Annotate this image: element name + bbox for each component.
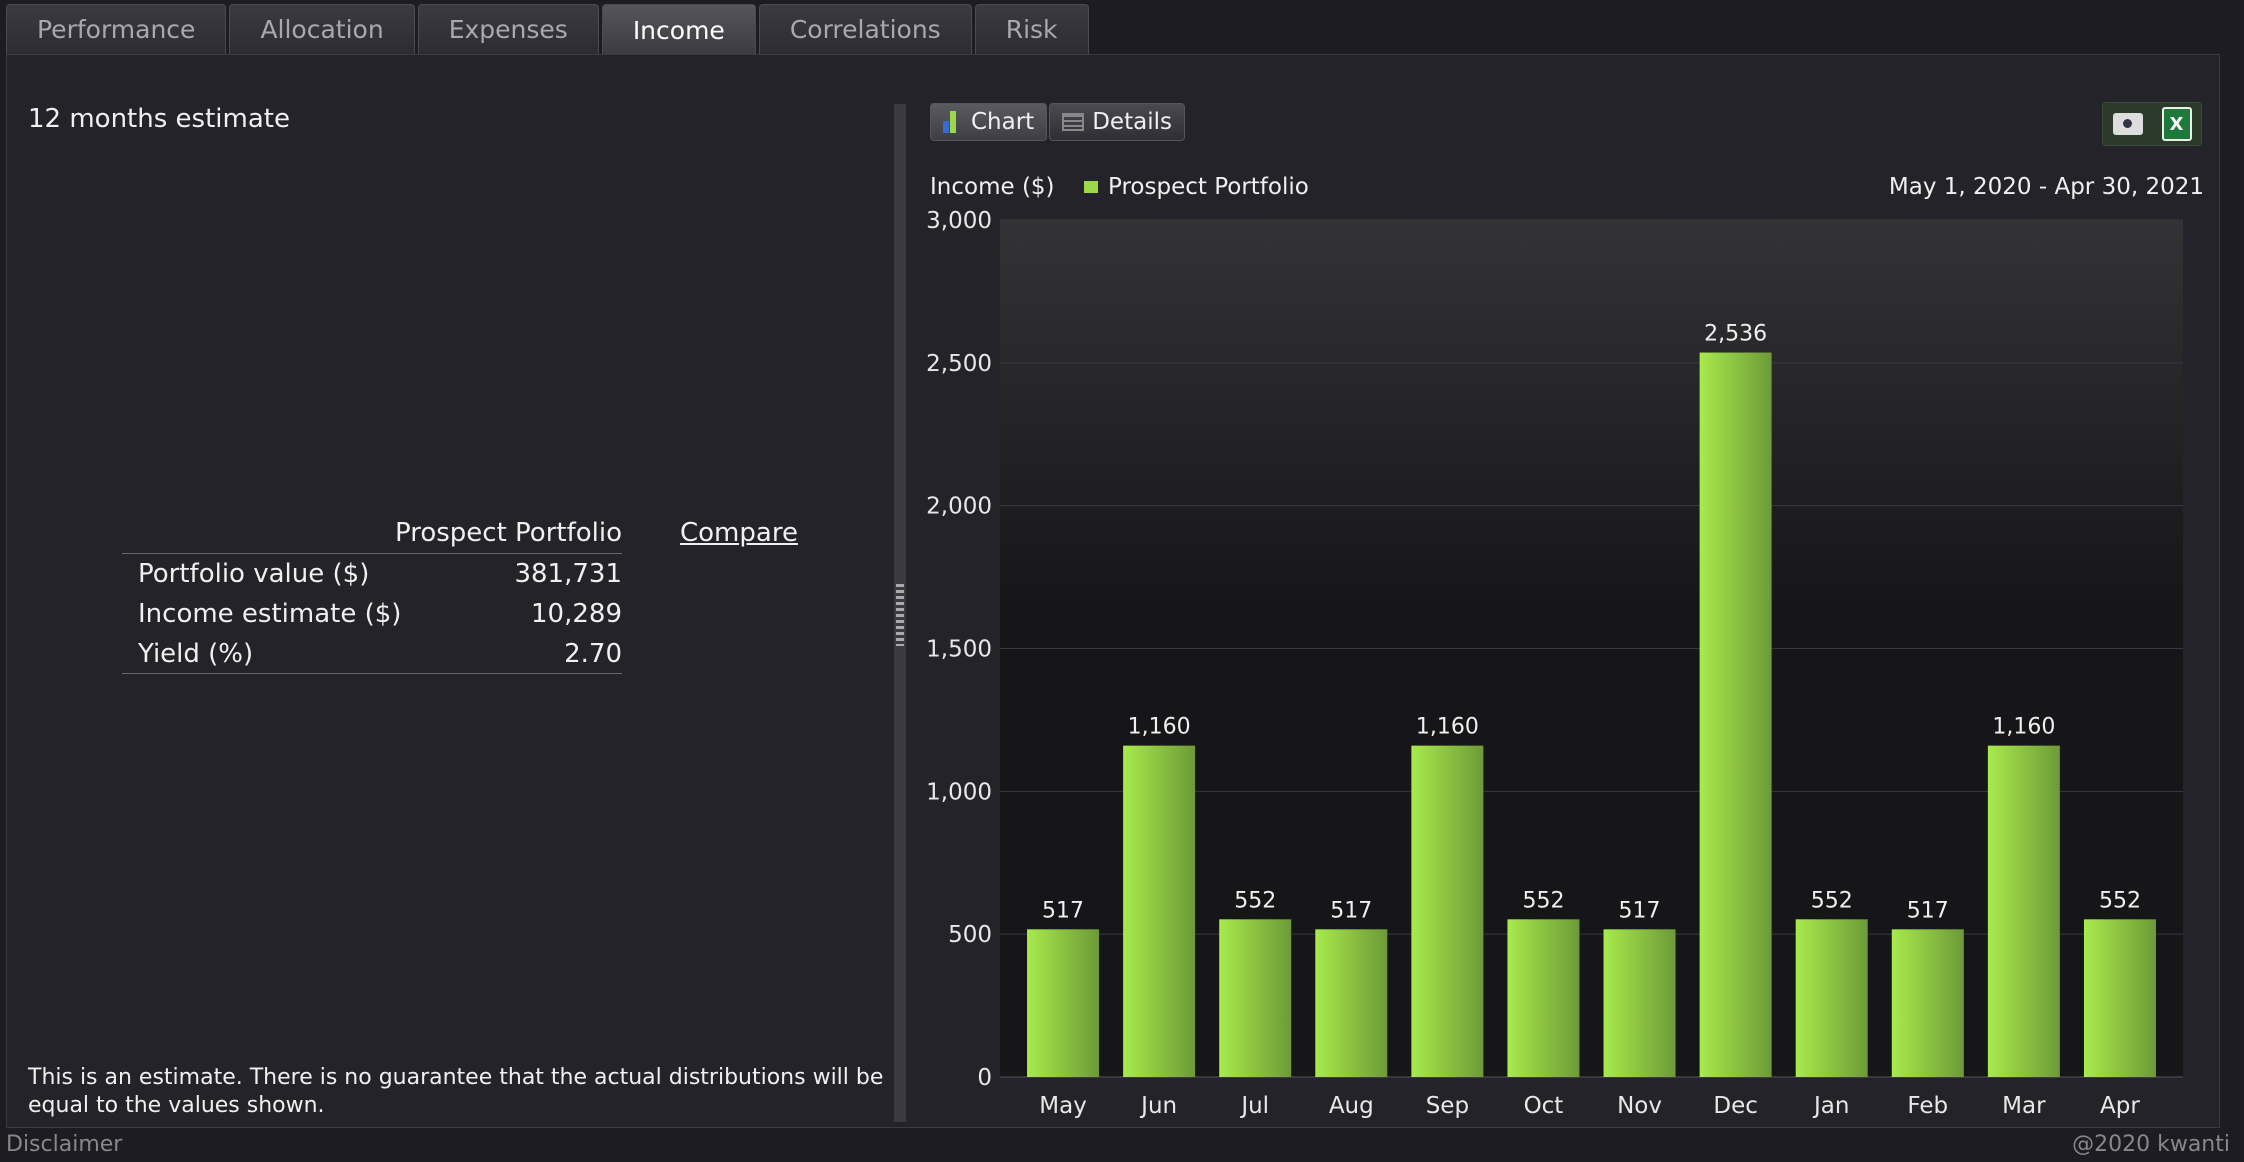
y-tick-label: 0 [977, 1065, 992, 1091]
tab-income[interactable]: Income [601, 4, 756, 56]
y-tick-label: 1,000 [926, 779, 992, 805]
data-label: 1,160 [1992, 715, 2055, 740]
x-tick-label: Feb [1907, 1093, 1948, 1119]
x-tick-label: Nov [1617, 1093, 1662, 1119]
summary-row-value: 381,731 [514, 559, 622, 589]
details-view-button[interactable]: Details [1049, 103, 1185, 141]
summary-row-value: 10,289 [531, 599, 622, 629]
chart-legend: Prospect Portfolio [1084, 174, 1309, 200]
x-tick-label: Mar [2002, 1093, 2046, 1119]
tab-expenses[interactable]: Expenses [417, 4, 599, 54]
bar-dec [1699, 352, 1772, 1078]
data-label: 517 [1907, 898, 1949, 923]
x-tick-label: Oct [1524, 1093, 1564, 1119]
bar-jul [1219, 919, 1292, 1077]
export-toolbar: X [2102, 102, 2202, 146]
excel-icon[interactable]: X [2161, 107, 2192, 141]
compare-link[interactable]: Compare [680, 518, 798, 548]
copyright-text: @2020 kwanti [2072, 1132, 2230, 1157]
bar-mar [1987, 745, 2060, 1077]
data-label: 517 [1619, 898, 1661, 923]
bar-may [1027, 929, 1100, 1077]
bar-jun [1123, 745, 1196, 1077]
summary-table: Prospect Portfolio Portfolio value ($) 3… [122, 512, 622, 674]
tab-performance[interactable]: Performance [6, 4, 227, 54]
data-label: 552 [1522, 888, 1564, 913]
view-toggle: Chart Details [930, 103, 1185, 141]
y-tick-label: 500 [948, 922, 992, 948]
summary-row: Income estimate ($) 10,289 [122, 594, 622, 634]
data-label: 1,160 [1128, 715, 1191, 740]
details-icon [1062, 113, 1085, 131]
tab-correlations[interactable]: Correlations [758, 4, 972, 54]
tab-risk[interactable]: Risk [974, 4, 1089, 54]
summary-column-header: Prospect Portfolio [122, 512, 622, 554]
x-tick-label: Sep [1426, 1093, 1469, 1119]
bar-feb [1891, 929, 1964, 1077]
legend-label: Prospect Portfolio [1108, 174, 1309, 200]
bar-apr [2083, 919, 2156, 1077]
x-tick-label: May [1039, 1093, 1087, 1119]
data-label: 517 [1042, 898, 1084, 923]
bar-sep [1411, 745, 1484, 1077]
data-label: 552 [1234, 888, 1276, 913]
y-tick-label: 2,000 [926, 494, 992, 520]
summary-row: Portfolio value ($) 381,731 [122, 554, 622, 594]
y-tick-label: 3,000 [926, 208, 992, 234]
x-tick-label: Jan [1812, 1093, 1849, 1119]
data-label: 552 [2099, 888, 2141, 913]
date-range: May 1, 2020 - Apr 30, 2021 [1888, 174, 2204, 200]
summary-row-label: Portfolio value ($) [138, 559, 370, 589]
bar-oct [1507, 919, 1580, 1077]
x-tick-label: Dec [1713, 1093, 1758, 1119]
x-tick-label: Apr [2100, 1093, 2140, 1119]
estimate-disclaimer: This is an estimate. There is no guarant… [28, 1065, 884, 1118]
y-tick-label: 2,500 [926, 351, 992, 377]
details-view-label: Details [1092, 109, 1172, 135]
chart-icon [943, 111, 963, 133]
camera-icon[interactable] [2112, 113, 2143, 135]
x-tick-label: Jun [1139, 1093, 1177, 1119]
tab-allocation[interactable]: Allocation [229, 4, 415, 54]
chart-view-label: Chart [971, 109, 1035, 135]
tab-bar: Performance Allocation Expenses Income C… [6, 4, 1089, 56]
summary-row-label: Income estimate ($) [138, 599, 402, 629]
y-tick-label: 1,500 [926, 637, 992, 663]
resize-grip[interactable] [896, 584, 904, 646]
estimate-title: 12 months estimate [28, 104, 290, 134]
bar-nov [1603, 929, 1676, 1077]
disclaimer-link[interactable]: Disclaimer [6, 1132, 123, 1157]
chart-ylabel: Income ($) [930, 174, 1055, 200]
x-tick-label: Aug [1329, 1093, 1374, 1119]
data-label: 2,536 [1704, 322, 1767, 347]
summary-row-value: 2.70 [564, 638, 622, 669]
x-tick-label: Jul [1239, 1093, 1269, 1119]
data-label: 517 [1330, 898, 1372, 923]
data-label: 1,160 [1416, 715, 1479, 740]
chart-view-button[interactable]: Chart [930, 103, 1048, 141]
summary-row-label: Yield (%) [138, 638, 254, 669]
bar-aug [1315, 929, 1388, 1077]
data-label: 552 [1811, 888, 1853, 913]
legend-swatch [1084, 181, 1098, 193]
summary-row: Yield (%) 2.70 [122, 634, 622, 674]
bar-jan [1795, 919, 1868, 1077]
